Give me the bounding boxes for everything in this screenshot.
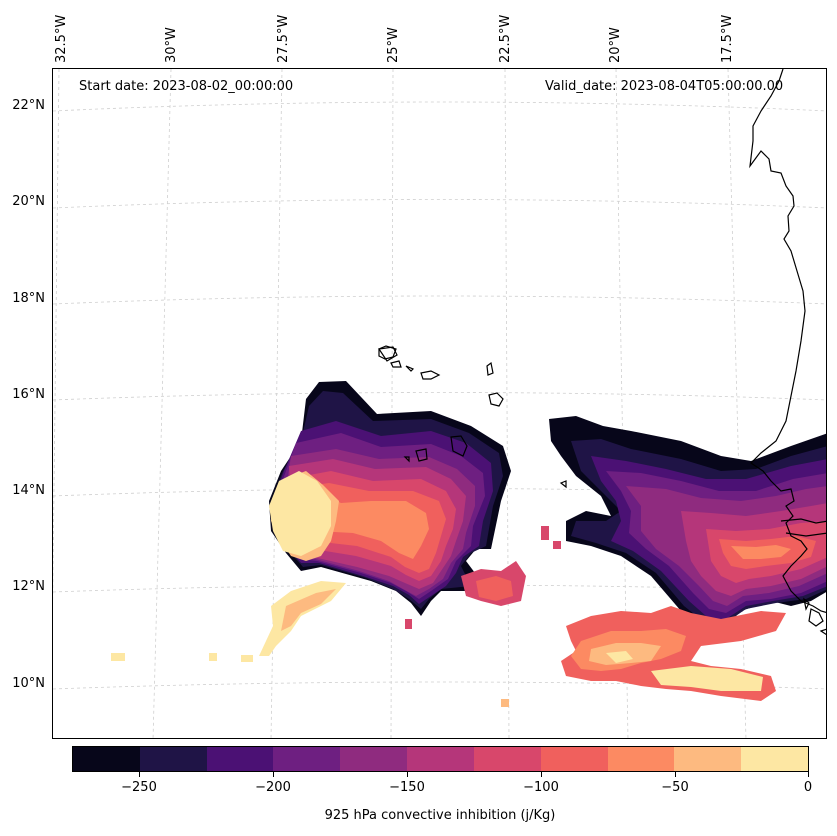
cin-speck-1 <box>111 653 125 661</box>
west-africa-coastline <box>749 69 826 614</box>
valid-date-label: Valid_date: 2023-08-04T05:00:00.00 <box>545 79 784 94</box>
cape-verde-island-brava <box>403 456 410 463</box>
lat-label-22n: 22°N <box>12 98 45 113</box>
cb-label-m100: −100 <box>523 780 559 795</box>
lon-label-22-5w: 22.5°W <box>498 14 513 63</box>
map-panel: Start date: 2023-08-02_00:00:00 Valid_da… <box>52 68 827 739</box>
lat-label-10n: 10°N <box>12 676 45 691</box>
cin-field-west <box>111 381 561 707</box>
colorbar-segment-7 <box>540 747 608 771</box>
cin-southwest-tail-core <box>281 589 336 631</box>
guinea-coast-detail <box>803 597 810 611</box>
cin-level-10 <box>269 471 331 556</box>
cb-tick-m250 <box>139 772 140 777</box>
lon-label-17-5w: 17.5°W <box>720 14 735 63</box>
map-canvas <box>53 69 826 738</box>
lon-label-32-5w: 32.5°W <box>54 14 69 63</box>
cin-speck-7 <box>553 541 561 549</box>
colorbar-segment-2 <box>206 747 274 771</box>
cb-tick-m150 <box>407 772 408 777</box>
cb-tick-m200 <box>273 772 274 777</box>
colorbar-segment-1 <box>139 747 207 771</box>
cb-label-m250: −250 <box>121 780 157 795</box>
cin-field-east <box>549 416 826 701</box>
cin-speck-3 <box>241 655 253 662</box>
cape-verde-island-santiago <box>450 435 468 457</box>
colorbar <box>72 746 809 772</box>
cb-label-0: 0 <box>803 780 813 795</box>
colorbar-segment-6 <box>473 747 541 771</box>
lat-label-20n: 20°N <box>12 194 45 209</box>
cin-east-southbelt-5 <box>606 651 633 663</box>
colorbar-segment-9 <box>674 747 742 771</box>
coastlines <box>377 69 826 636</box>
cape-verde-island-fogo <box>415 448 428 462</box>
colorbar-segment-4 <box>340 747 408 771</box>
lon-label-27-5w: 27.5°W <box>276 14 291 63</box>
cape-verde-island-maio <box>488 392 504 407</box>
cb-tick-m50 <box>675 772 676 777</box>
gambia-border <box>780 518 826 537</box>
cape-verde-island-sao-nicolau <box>405 365 415 372</box>
cape-verde-island-sao-vicente <box>390 360 402 368</box>
cb-label-m50: −50 <box>661 780 689 795</box>
colorbar-segment-10 <box>741 747 808 771</box>
cin-lower-patch-core <box>476 576 513 601</box>
cb-label-m150: −150 <box>389 780 425 795</box>
lat-label-12n: 12°N <box>12 579 45 594</box>
colorbar-title: 925 hPa convective inhibition (j/Kg) <box>324 808 556 823</box>
cin-southwest-tail <box>259 581 346 656</box>
start-date-label: Start date: 2023-08-02_00:00:00 <box>79 79 294 94</box>
lat-label-18n: 18°N <box>12 291 45 306</box>
cin-east-southbelt-4 <box>651 666 763 691</box>
cin-speck-5 <box>501 699 509 707</box>
lon-label-30w: 30°W <box>164 27 179 63</box>
lon-label-20w: 20°W <box>608 27 623 63</box>
cb-tick-m100 <box>541 772 542 777</box>
cape-verde-island-santo-antao <box>377 346 398 362</box>
cin-east-level-8 <box>731 545 791 559</box>
lon-label-25w: 25°W <box>386 27 401 63</box>
cb-tick-0 <box>808 772 809 777</box>
senegal-coast-detail <box>559 480 567 489</box>
lat-label-14n: 14°N <box>12 483 45 498</box>
colorbar-segment-5 <box>407 747 474 771</box>
cape-verde-island-sal <box>420 370 441 380</box>
cin-speck-4 <box>405 619 412 629</box>
cin-speck-2 <box>209 653 217 661</box>
guinea-bissau-islands <box>808 608 826 636</box>
cape-verde-island-boa-vista <box>486 361 494 376</box>
lat-label-16n: 16°N <box>12 387 45 402</box>
cb-label-m200: −200 <box>255 780 291 795</box>
colorbar-segment-8 <box>607 747 675 771</box>
cin-speck-6 <box>541 526 549 540</box>
colorbar-segment-3 <box>273 747 341 771</box>
colorbar-segment-0 <box>73 747 140 771</box>
